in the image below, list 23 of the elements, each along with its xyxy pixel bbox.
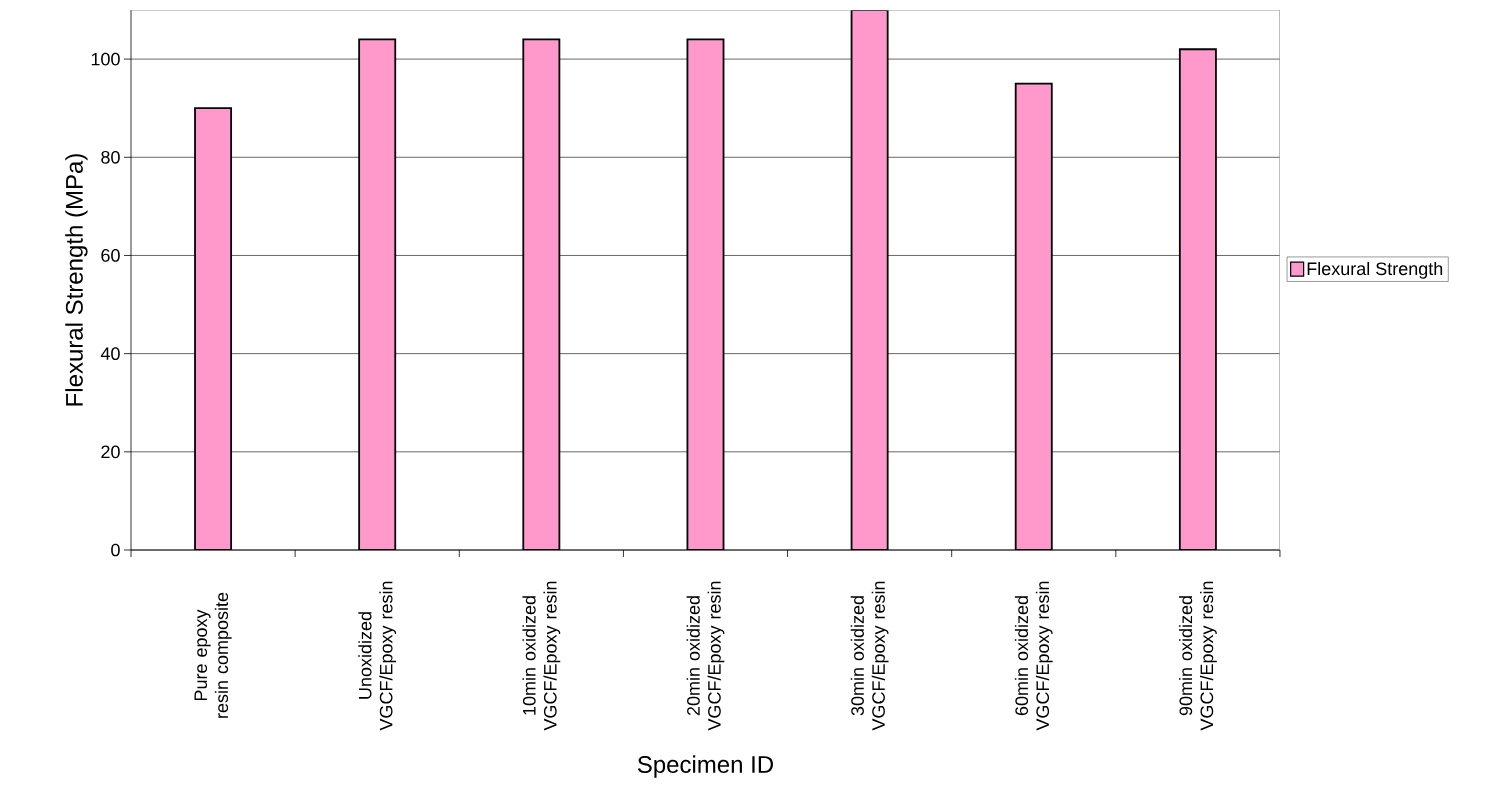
bar <box>194 107 233 550</box>
y-tick-label: 0 <box>111 543 120 557</box>
x-tick-label: 90min oxidized VGCF/Epoxy resin <box>1178 581 1217 731</box>
bar <box>358 38 397 550</box>
x-tick-label: 10min oxidized VGCF/Epoxy resin <box>522 581 561 731</box>
y-tick-label: 60 <box>101 249 120 262</box>
bar <box>522 38 561 550</box>
y-axis-title: Flexural Strength (MPa) <box>65 154 88 406</box>
x-tick-label: 60min oxidized VGCF/Epoxy resin <box>1014 581 1053 731</box>
legend-label: Flexural Strength <box>1307 261 1443 279</box>
y-tick-label: 20 <box>101 445 120 459</box>
bar <box>686 38 725 550</box>
bar <box>1014 82 1053 550</box>
x-tick-label: 30min oxidized VGCF/Epoxy resin <box>850 581 889 731</box>
y-tick-label: 40 <box>100 347 120 360</box>
y-tick-label: 80 <box>101 150 120 164</box>
bar <box>850 9 889 550</box>
bar <box>1178 48 1217 550</box>
x-tick-label: Pure epoxy resin composite <box>194 592 232 718</box>
x-tick-label: 20min oxidized VGCF/Epoxy resin <box>686 581 725 731</box>
x-axis-title: Specimen ID <box>637 755 773 778</box>
y-tick-label: 100 <box>91 52 120 66</box>
x-tick-label: Unoxidized VGCF/Epoxy resin <box>358 581 397 731</box>
